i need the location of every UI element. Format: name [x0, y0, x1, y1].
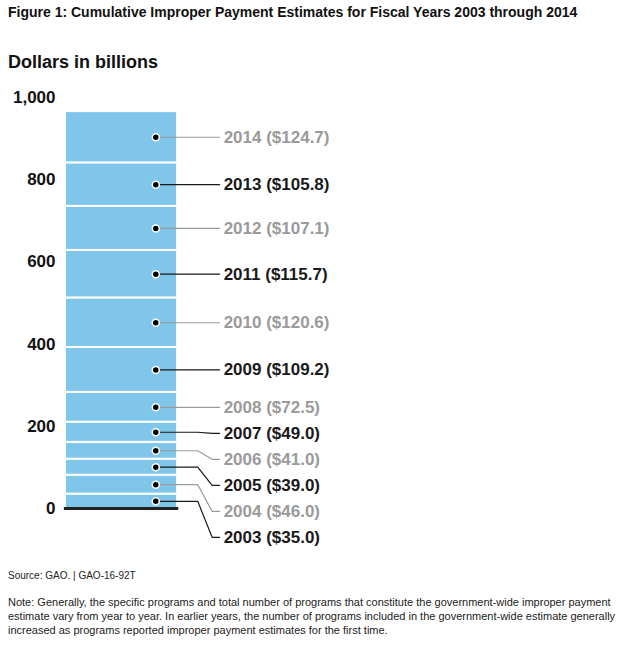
svg-text:800: 800	[27, 170, 55, 189]
svg-text:0: 0	[46, 499, 55, 518]
svg-text:2013 ($105.8): 2013 ($105.8)	[224, 175, 330, 194]
svg-text:600: 600	[27, 252, 55, 271]
svg-text:2004 ($46.0): 2004 ($46.0)	[224, 502, 320, 521]
svg-text:1,000: 1,000	[13, 88, 56, 107]
svg-text:2007 ($49.0): 2007 ($49.0)	[224, 424, 320, 443]
svg-text:2005 ($39.0): 2005 ($39.0)	[224, 476, 320, 495]
svg-text:2012 ($107.1): 2012 ($107.1)	[224, 219, 330, 238]
html-text:Dollars in billions: Dollars in billions	[8, 52, 158, 72]
svg-text:200: 200	[27, 417, 55, 436]
html-text:Figure 1: Cumulative Improper: Figure 1: Cumulative Improper Payment Es…	[8, 4, 578, 20]
svg-text:2010 ($120.6): 2010 ($120.6)	[224, 313, 330, 332]
svg-text:2011 ($115.7): 2011 ($115.7)	[224, 265, 328, 284]
html-text:Note: Generally, the specific: Note: Generally, the specific programs a…	[8, 596, 616, 636]
svg-text:2014 ($124.7): 2014 ($124.7)	[224, 128, 330, 147]
svg-text:2006 ($41.0): 2006 ($41.0)	[224, 450, 320, 469]
svg-text:2003 ($35.0): 2003 ($35.0)	[224, 528, 320, 547]
html-text:Source: GAO. | GAO-16-92T: Source: GAO. | GAO-16-92T	[8, 570, 136, 581]
svg-text:2009 ($109.2): 2009 ($109.2)	[224, 360, 330, 379]
svg-text:2008 ($72.5): 2008 ($72.5)	[224, 398, 320, 417]
svg-text:400: 400	[27, 335, 55, 354]
